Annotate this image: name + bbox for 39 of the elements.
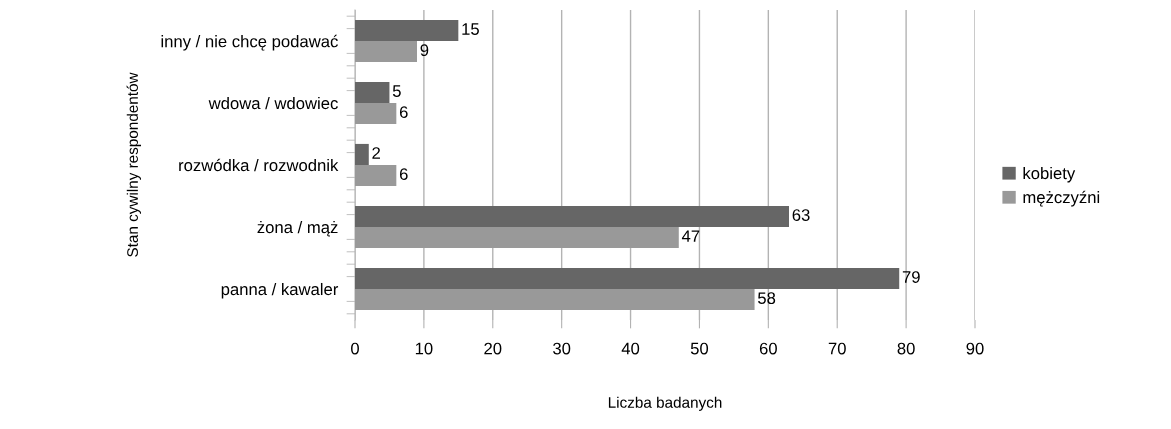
bar <box>355 267 900 289</box>
data-label: 2 <box>372 147 380 159</box>
x-tick-label: 50 <box>690 342 709 355</box>
x-tick-label: 40 <box>621 342 640 355</box>
legend-label: kobiety <box>1023 166 1076 183</box>
y-tick-label: żona / mąż <box>257 220 338 237</box>
y-tick-label: rozwódka / rozwodnik <box>179 158 339 172</box>
bar <box>355 19 459 41</box>
bar <box>355 143 369 165</box>
data-label: 63 <box>792 209 810 221</box>
y-axis-title: Stan cywilny respondentów <box>126 72 142 257</box>
bar <box>355 227 679 249</box>
data-label: 79 <box>902 271 920 283</box>
data-label: 15 <box>462 23 479 35</box>
y-tick-label: panna / kawaler <box>221 282 339 299</box>
x-tick-label: 30 <box>553 342 571 355</box>
y-tick-label: wdowa / wdowiec <box>208 96 338 110</box>
legend-label: mężczyźni <box>1023 190 1100 207</box>
bar <box>355 289 755 311</box>
x-tick-label: 70 <box>828 342 846 355</box>
bar <box>355 165 397 187</box>
data-label: 58 <box>758 292 776 305</box>
data-label: 9 <box>420 44 429 57</box>
x-tick-label: 0 <box>351 342 359 355</box>
x-tick-label: 20 <box>484 342 502 355</box>
bar <box>355 81 390 103</box>
data-label: 47 <box>681 230 700 242</box>
x-tick-label: 90 <box>966 342 984 355</box>
data-label: 5 <box>392 85 401 97</box>
data-label: 6 <box>399 106 408 119</box>
bar <box>355 41 417 63</box>
x-axis-title: Liczba badanych <box>608 396 722 411</box>
x-tick-label: 10 <box>415 342 433 355</box>
x-tick-label: 60 <box>759 342 777 355</box>
bar <box>355 103 397 125</box>
bar <box>355 205 789 227</box>
data-label: 6 <box>399 168 408 181</box>
y-tick-label: inny / nie chcę podawać <box>161 34 338 51</box>
x-tick-label: 80 <box>897 342 915 355</box>
